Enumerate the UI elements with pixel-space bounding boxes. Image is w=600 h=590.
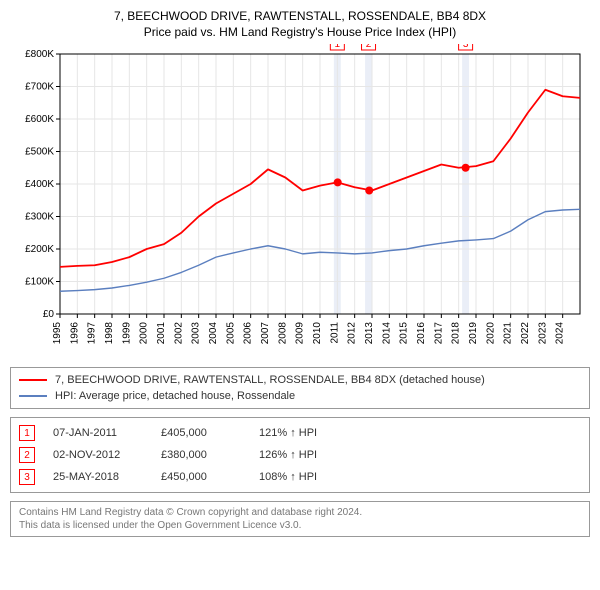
legend-row: HPI: Average price, detached house, Ross… [19, 388, 581, 404]
svg-text:2015: 2015 [399, 322, 410, 345]
license-box: Contains HM Land Registry data © Crown c… [10, 501, 590, 537]
sale-data-row: 2 02-NOV-2012 £380,000 126% ↑ HPI [19, 444, 581, 466]
svg-text:2017: 2017 [433, 322, 444, 345]
sale-data-row: 1 07-JAN-2011 £405,000 121% ↑ HPI [19, 422, 581, 444]
svg-text:2006: 2006 [243, 322, 254, 345]
sale-date: 25-MAY-2018 [53, 471, 143, 483]
svg-text:£100K: £100K [25, 277, 54, 288]
svg-text:2012: 2012 [347, 322, 358, 345]
svg-text:2001: 2001 [156, 322, 167, 345]
svg-text:2008: 2008 [277, 322, 288, 345]
svg-text:2022: 2022 [520, 322, 531, 345]
svg-text:2011: 2011 [329, 322, 340, 344]
legend-box: 7, BEECHWOOD DRIVE, RAWTENSTALL, ROSSEND… [10, 367, 590, 409]
svg-text:2018: 2018 [451, 322, 462, 345]
svg-text:£600K: £600K [25, 114, 54, 125]
svg-text:2000: 2000 [139, 322, 150, 345]
svg-text:2010: 2010 [312, 322, 323, 345]
sale-hpi: 108% ↑ HPI [259, 471, 349, 483]
svg-text:2003: 2003 [191, 322, 202, 345]
chart-svg: £0 £100K £200K £300K £400K £500K £600K £700K £80… [10, 44, 590, 354]
svg-text:2014: 2014 [381, 322, 392, 345]
svg-text:1: 1 [335, 44, 341, 50]
sale-price: £405,000 [161, 427, 241, 439]
svg-text:£700K: £700K [25, 82, 54, 93]
svg-text:2013: 2013 [364, 322, 375, 345]
svg-text:2020: 2020 [485, 322, 496, 345]
svg-text:£500K: £500K [25, 147, 54, 158]
sale-price: £380,000 [161, 449, 241, 461]
svg-text:1997: 1997 [87, 322, 98, 345]
svg-text:2016: 2016 [416, 322, 427, 345]
svg-text:1998: 1998 [104, 322, 115, 345]
svg-text:2021: 2021 [503, 322, 514, 345]
chart-area: £0 £100K £200K £300K £400K £500K £600K £700K £80… [10, 44, 590, 359]
svg-text:2002: 2002 [173, 322, 184, 345]
sale-marker-number: 3 [19, 469, 35, 485]
sale-date: 07-JAN-2011 [53, 427, 143, 439]
svg-text:£200K: £200K [25, 244, 54, 255]
svg-text:1999: 1999 [121, 322, 132, 345]
legend-row: 7, BEECHWOOD DRIVE, RAWTENSTALL, ROSSEND… [19, 372, 581, 388]
svg-text:3: 3 [463, 44, 469, 50]
sale-date: 02-NOV-2012 [53, 449, 143, 461]
legend-label: 7, BEECHWOOD DRIVE, RAWTENSTALL, ROSSEND… [55, 374, 485, 386]
svg-text:£400K: £400K [25, 179, 54, 190]
svg-text:2019: 2019 [468, 322, 479, 345]
sale-data-row: 3 25-MAY-2018 £450,000 108% ↑ HPI [19, 466, 581, 488]
legend-label: HPI: Average price, detached house, Ross… [55, 390, 295, 402]
svg-text:2: 2 [366, 44, 372, 50]
svg-text:£800K: £800K [25, 49, 54, 60]
svg-text:2023: 2023 [537, 322, 548, 345]
legend-swatch [19, 379, 47, 381]
svg-text:2004: 2004 [208, 322, 219, 345]
svg-text:£300K: £300K [25, 212, 54, 223]
svg-text:1995: 1995 [52, 322, 63, 345]
svg-text:£0: £0 [43, 309, 55, 320]
sale-price: £450,000 [161, 471, 241, 483]
page-container: 7, BEECHWOOD DRIVE, RAWTENSTALL, ROSSEND… [0, 0, 600, 543]
license-line1: Contains HM Land Registry data © Crown c… [19, 506, 581, 519]
sale-hpi: 126% ↑ HPI [259, 449, 349, 461]
svg-text:2024: 2024 [555, 322, 566, 345]
chart-title-line2: Price paid vs. HM Land Registry's House … [10, 24, 590, 40]
chart-title-line1: 7, BEECHWOOD DRIVE, RAWTENSTALL, ROSSEND… [10, 8, 590, 24]
svg-text:1996: 1996 [69, 322, 80, 345]
legend-swatch [19, 395, 47, 397]
svg-text:2007: 2007 [260, 322, 271, 345]
svg-text:2009: 2009 [295, 322, 306, 345]
sale-hpi: 121% ↑ HPI [259, 427, 349, 439]
sale-marker-number: 2 [19, 447, 35, 463]
sale-marker-number: 1 [19, 425, 35, 441]
license-line2: This data is licensed under the Open Gov… [19, 519, 581, 532]
sale-data-box: 1 07-JAN-2011 £405,000 121% ↑ HPI 2 02-NOV-20… [10, 417, 590, 493]
svg-text:2005: 2005 [225, 322, 236, 345]
